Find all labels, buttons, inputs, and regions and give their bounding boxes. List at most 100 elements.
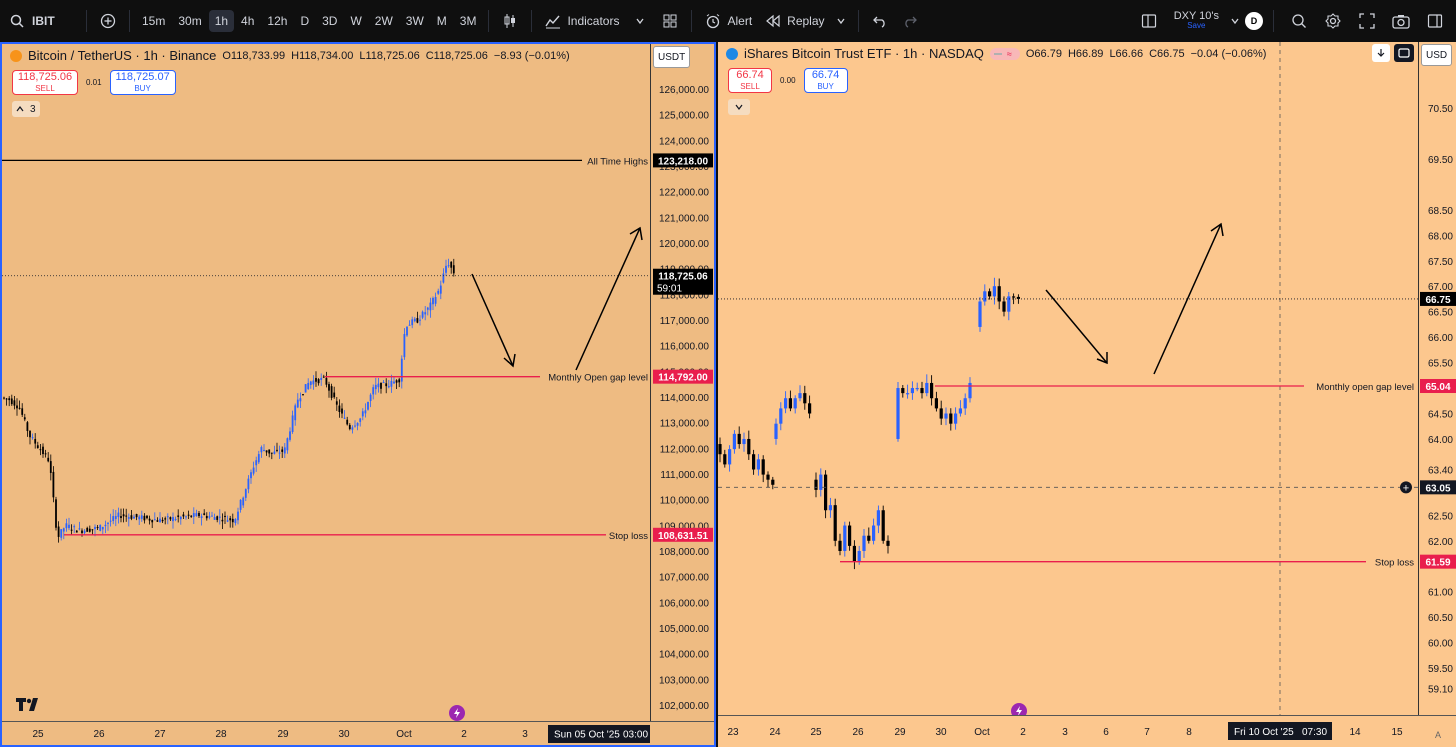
sell-button[interactable]: 66.74 SELL [728, 68, 772, 93]
candle-body [330, 386, 333, 398]
currency-selector-right[interactable]: USD [1421, 44, 1453, 66]
candle-body [276, 449, 278, 451]
settings-button[interactable] [1318, 8, 1348, 34]
bar-countdown: 59:01 [657, 284, 682, 295]
candle-body [752, 454, 756, 470]
candle-body [886, 540, 890, 546]
tradingview-logo[interactable] [16, 696, 42, 717]
candle-body [930, 382, 934, 399]
indicators-button[interactable]: Indicators [538, 8, 625, 34]
price-axis-left[interactable]: 126,000.00 125,000.00 124,000.00 123,000.00… [650, 44, 714, 721]
indicators-collapse-button[interactable]: 3 [12, 101, 40, 117]
interval-d[interactable]: D [300, 14, 310, 28]
ishares-logo-icon [726, 47, 738, 60]
add-alert-plus-icon[interactable] [1400, 481, 1412, 494]
indicators-icon [544, 12, 562, 30]
interval-3w[interactable]: 3W [405, 14, 424, 28]
symbol-search[interactable]: IBIT [0, 8, 80, 34]
rewind-icon [764, 12, 782, 30]
layout-name-button[interactable]: DXY 10's Save [1168, 11, 1225, 31]
candle-body [728, 449, 732, 465]
indicators-label: Indicators [567, 14, 620, 28]
plot-area-right[interactable]: + Monthly open gap level Stop loss iShares… [718, 42, 1418, 719]
price-tick-label: 109,000.00 [659, 521, 709, 532]
interval-15m[interactable]: 15m [142, 14, 166, 28]
auto-scale-toggle[interactable]: A [1435, 730, 1441, 740]
candle-body [10, 398, 13, 405]
interval-4h[interactable]: 4h [241, 14, 255, 28]
spread-value: 0.01 [86, 78, 102, 87]
interval-12h[interactable]: 12h [267, 14, 288, 28]
candle-body [208, 516, 211, 518]
interval-w[interactable]: W [350, 14, 362, 28]
interval-m[interactable]: M [436, 14, 447, 28]
interval-30m[interactable]: 30m [178, 14, 202, 28]
candle-body [265, 450, 268, 453]
layout-name: DXY 10's [1173, 10, 1219, 22]
compare-button[interactable] [93, 8, 123, 34]
plot-area-left[interactable]: All Time Highs Monthly Open gap level Stop… [2, 44, 650, 721]
chevron-down-icon[interactable] [1229, 12, 1241, 30]
buy-button[interactable]: 118,725.07 BUY [109, 70, 176, 95]
replay-button[interactable]: Replay [758, 8, 851, 34]
interval-2w[interactable]: 2W [374, 14, 393, 28]
sidebar-icon [1426, 12, 1444, 30]
candle-body [925, 382, 929, 394]
candles-icon [501, 12, 519, 30]
layout-panel-button[interactable] [1134, 8, 1164, 34]
price-tick-label: 111,000.00 [660, 470, 709, 481]
projection-arrows[interactable] [1045, 222, 1224, 375]
ohlc-high: H118,734.00 [291, 49, 354, 62]
profile-avatar[interactable]: D [1245, 12, 1263, 30]
candle-body [374, 384, 377, 390]
candle-body [34, 438, 37, 444]
alert-button[interactable]: Alert [698, 8, 758, 34]
candle-body [36, 445, 39, 449]
time-tick-label: 23 [727, 727, 739, 738]
time-axis-right[interactable]: 23 24 25 26 29 30 Oct 2 3 6 7 8 14 15 Fri 10 Oct '25 07… [718, 715, 1456, 747]
price-tick-label: 105,000.00 [659, 624, 709, 635]
candle-body [99, 524, 102, 531]
right-panel-button[interactable] [1420, 8, 1450, 34]
ohlc-high: H66.89 [1067, 47, 1104, 60]
symbol-title[interactable]: iShares Bitcoin Trust ETF · 1h · NASDAQ [744, 46, 984, 61]
undo-button[interactable] [865, 8, 895, 34]
chart-type-button[interactable] [495, 8, 525, 34]
price-tick-label: 102,000.00 [659, 701, 709, 712]
chart-pane-bitcoin[interactable]: All Time Highs Monthly Open gap level Stop… [0, 42, 716, 747]
interval-3d[interactable]: 3D [322, 14, 338, 28]
projection-arrows[interactable] [471, 226, 643, 371]
candle-body [320, 377, 323, 380]
time-tick-label: 6 [1103, 727, 1109, 738]
time-axis-left[interactable]: 25 26 27 28 29 30 Oct 2 3 Sun 05 Oct '25 03:00 [2, 721, 714, 745]
price-axis-right[interactable]: 70.50 69.50 68.50 68.00 67.50 67.00 66.50 66.00… [1418, 42, 1456, 726]
candle-body [354, 425, 356, 427]
symbol-title[interactable]: Bitcoin / TetherUS · 1h · Binance [28, 48, 217, 63]
time-tick-label: Oct [974, 727, 990, 738]
interval-1h[interactable]: 1h [208, 10, 235, 32]
lightning-icon[interactable] [449, 705, 465, 721]
redo-button[interactable] [895, 8, 925, 34]
crosshair-date: Sun 05 Oct '25 [554, 730, 620, 741]
candle-body [55, 499, 57, 528]
candle-body [718, 444, 722, 455]
chart-pane-ibit[interactable]: + Monthly open gap level Stop loss iShares… [718, 42, 1456, 747]
maximize-pane-button[interactable] [1394, 44, 1414, 62]
buy-button[interactable]: 66.74 BUY [803, 68, 848, 93]
alert-label: Alert [727, 14, 753, 28]
layout-button[interactable] [655, 8, 685, 34]
sell-button[interactable]: 118,725.06 SELL [12, 70, 78, 95]
scroll-to-latest-button[interactable] [1372, 44, 1390, 62]
price-tick-label: 62.50 [1428, 511, 1453, 522]
candle-body [920, 388, 924, 394]
indicator-templates-button[interactable] [625, 8, 655, 34]
currency-selector-left[interactable]: USDT [653, 46, 691, 68]
quick-search-button[interactable] [1284, 8, 1314, 34]
interval-3m[interactable]: 3M [459, 14, 477, 28]
fullscreen-button[interactable] [1352, 8, 1382, 34]
ohlc-low: L66.66 [1109, 47, 1144, 60]
candle-body [159, 518, 161, 523]
indicators-collapse-button[interactable] [728, 99, 750, 115]
snapshot-button[interactable] [1386, 8, 1416, 34]
crosshair-date: Fri 10 Oct '25 [1234, 727, 1294, 738]
